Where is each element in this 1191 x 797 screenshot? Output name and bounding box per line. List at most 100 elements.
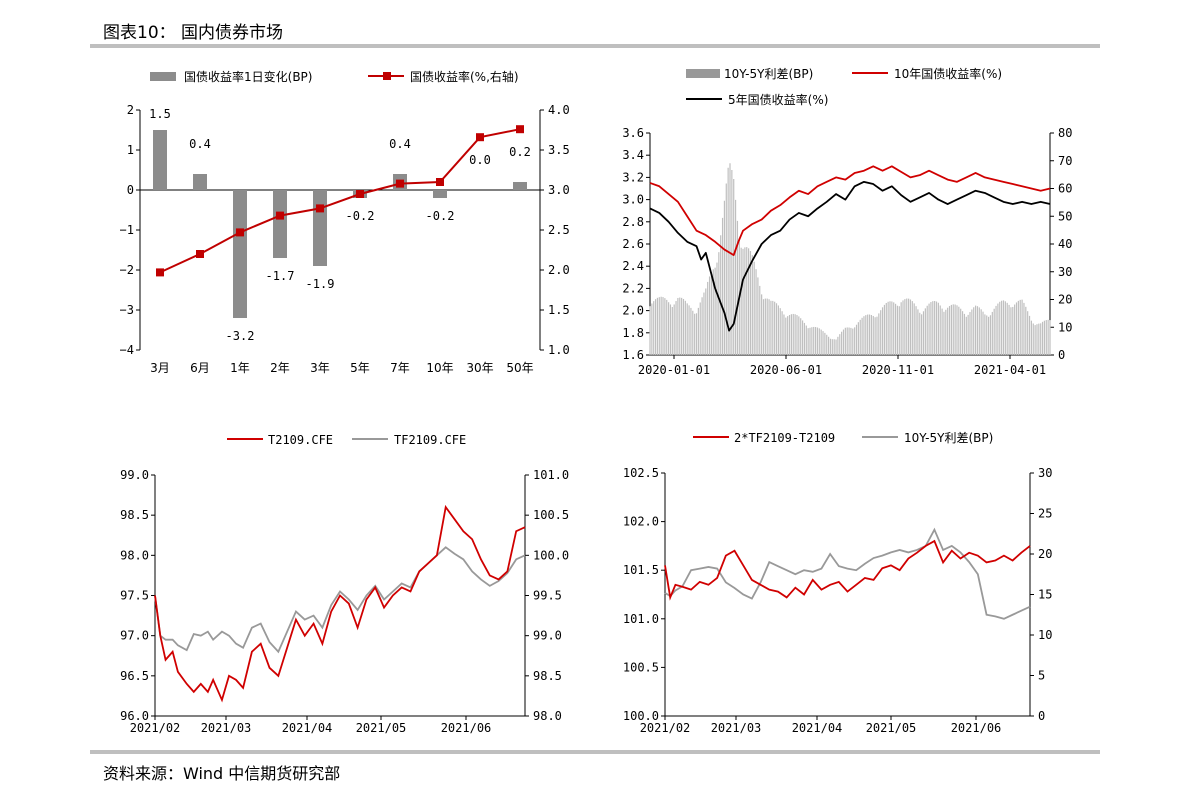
x-axis-tick-label: 2021/02 bbox=[130, 721, 181, 735]
right-axis-tick-label: 25 bbox=[1038, 507, 1052, 521]
top-divider bbox=[90, 44, 1100, 48]
x-axis-tick-label: 2021/03 bbox=[201, 721, 252, 735]
chart-yield-change: 国债收益率1日变化(BP) 国债收益率(%,右轴) 2 1 0 −1 −2 −3 −4 4.0… bbox=[120, 69, 570, 375]
chart-treasury-yields: 10Y-5Y利差(BP) 10年国债收益率(%) 5年国债收益率(%) 3.6 3… bbox=[622, 66, 1072, 377]
left-axis-tick-label: 3.6 bbox=[622, 126, 644, 140]
bar-data-label: 1.5 bbox=[149, 107, 171, 121]
left-axis-tick-label: −3 bbox=[120, 303, 134, 317]
x-axis-tick-label: 2020-06-01 bbox=[750, 363, 822, 377]
right-axis-tick-label: 10 bbox=[1058, 320, 1072, 334]
right-axis-tick-label: 98.5 bbox=[533, 669, 562, 683]
legend: 国债收益率1日变化(BP) 国债收益率(%,右轴) bbox=[150, 69, 519, 84]
legend: 2*TF2109-T2109 10Y-5Y利差(BP) bbox=[693, 431, 993, 445]
yield-marker bbox=[516, 125, 524, 134]
yield-marker bbox=[276, 211, 284, 220]
left-axis-tick-label: −4 bbox=[120, 343, 134, 357]
right-axis-tick-label: 1.0 bbox=[548, 343, 570, 357]
right-axis-tick-label: 80 bbox=[1058, 126, 1072, 140]
yield-line bbox=[159, 128, 521, 274]
bar-data-label: -0.2 bbox=[346, 209, 375, 223]
right-axis-tick-label: 0 bbox=[1038, 709, 1045, 723]
right-axis-tick-label: 20 bbox=[1038, 547, 1052, 561]
left-axis-tick-label: 2.8 bbox=[622, 215, 644, 229]
yield-marker bbox=[476, 133, 484, 142]
x-axis-tick-label: 6月 bbox=[190, 361, 210, 375]
x-axis-tick-label: 2021/05 bbox=[866, 721, 917, 735]
yield-marker bbox=[236, 228, 244, 237]
left-axis-tick-label: 3.2 bbox=[622, 170, 644, 184]
x-axis-tick-label: 7年 bbox=[390, 361, 410, 375]
x-axis-tick-label: 10年 bbox=[426, 361, 453, 375]
legend-bp-label: 10Y-5Y利差(BP) bbox=[904, 431, 993, 445]
left-axis-tick-label: 97.5 bbox=[120, 589, 149, 603]
x-axis-tick-label: 2年 bbox=[270, 361, 290, 375]
legend-bar-label: 国债收益率1日变化(BP) bbox=[184, 69, 312, 84]
right-axis-tick-label: 60 bbox=[1058, 182, 1072, 196]
x-axis-tick-label: 2021/05 bbox=[356, 721, 407, 735]
left-axis-tick-label: 98.0 bbox=[120, 548, 149, 562]
legend-5y-label: 5年国债收益率(%) bbox=[728, 92, 828, 107]
x-axis-tick-label: 2021/06 bbox=[441, 721, 492, 735]
legend-t-label: T2109.CFE bbox=[268, 433, 333, 447]
yield-marker bbox=[196, 250, 204, 258]
bar bbox=[153, 130, 167, 190]
legend-tf-label: TF2109.CFE bbox=[394, 433, 466, 447]
bar-data-label: -0.2 bbox=[426, 209, 455, 223]
x-axis-tick-label: 1年 bbox=[230, 361, 250, 375]
right-axis-tick-label: 30 bbox=[1058, 265, 1072, 279]
right-axis-tick-label: 4.0 bbox=[548, 103, 570, 117]
left-axis-tick-label: 100.5 bbox=[623, 660, 659, 674]
x-axis-tick-label: 2021/02 bbox=[640, 721, 691, 735]
left-axis-tick-label: 2.6 bbox=[622, 237, 644, 251]
bar bbox=[433, 190, 447, 198]
bar-data-label: -1.7 bbox=[266, 269, 295, 283]
line-5y bbox=[649, 180, 1051, 332]
bar-data-label: 0.4 bbox=[389, 137, 411, 151]
bar-data-label: -1.9 bbox=[306, 277, 335, 291]
line-futures-spread bbox=[664, 539, 1031, 601]
left-axis-tick-label: 96.5 bbox=[120, 669, 149, 683]
yield-marker bbox=[156, 268, 164, 277]
right-axis-tick-label: 10 bbox=[1038, 628, 1052, 642]
left-axis-tick-label: 0 bbox=[127, 183, 134, 197]
left-axis-tick-label: 101.0 bbox=[623, 612, 659, 626]
right-axis-tick-label: 1.5 bbox=[548, 303, 570, 317]
right-axis-tick-label: 30 bbox=[1038, 466, 1052, 480]
right-axis-tick-label: 40 bbox=[1058, 237, 1072, 251]
left-axis-tick-label: 102.0 bbox=[623, 515, 659, 529]
right-axis-tick-label: 98.0 bbox=[533, 709, 562, 723]
page-title: 图表10： 国内债券市场 bbox=[103, 23, 284, 43]
legend-10y-label: 10年国债收益率(%) bbox=[894, 66, 1002, 81]
bar-data-label: 0.0 bbox=[469, 153, 491, 167]
left-axis-tick-label: 97.0 bbox=[120, 629, 149, 643]
line-10y5y-spread bbox=[664, 527, 1031, 620]
legend: T2109.CFE TF2109.CFE bbox=[227, 433, 466, 447]
left-axis-tick-label: 3.0 bbox=[622, 193, 644, 207]
chart-futures-prices: T2109.CFE TF2109.CFE 99.0 98.5 98.0 97.5 97.… bbox=[120, 433, 569, 735]
left-axis-tick-label: −2 bbox=[120, 263, 134, 277]
legend: 10Y-5Y利差(BP) 10年国债收益率(%) 5年国债收益率(%) bbox=[686, 66, 1002, 107]
right-axis-tick-label: 100.5 bbox=[533, 508, 569, 522]
line-tf2109 bbox=[154, 546, 526, 654]
right-axis-tick-label: 100.0 bbox=[533, 548, 569, 562]
right-axis-tick-label: 20 bbox=[1058, 293, 1072, 307]
right-axis-tick-label: 70 bbox=[1058, 154, 1072, 168]
bar bbox=[193, 174, 207, 190]
right-axis-tick-label: 3.5 bbox=[548, 143, 570, 157]
yield-marker bbox=[316, 204, 324, 213]
left-axis-tick-label: 1.6 bbox=[622, 348, 644, 362]
x-axis-tick-label: 2021/04 bbox=[792, 721, 843, 735]
x-axis-tick-label: 3月 bbox=[150, 361, 170, 375]
left-axis-tick-label: 102.5 bbox=[623, 466, 659, 480]
x-axis-tick-label: 2021/06 bbox=[951, 721, 1002, 735]
bar bbox=[513, 182, 527, 190]
bar bbox=[233, 190, 247, 318]
bar-data-label: 0.2 bbox=[509, 145, 531, 159]
bar-data-label: -3.2 bbox=[226, 329, 255, 343]
bar-data-label: 0.4 bbox=[189, 137, 211, 151]
right-axis-tick-label: 50 bbox=[1058, 209, 1072, 223]
right-axis-tick-label: 99.5 bbox=[533, 589, 562, 603]
left-axis-tick-label: 99.0 bbox=[120, 468, 149, 482]
x-axis-tick-label: 5年 bbox=[350, 361, 370, 375]
legend-bar-swatch bbox=[150, 72, 176, 81]
